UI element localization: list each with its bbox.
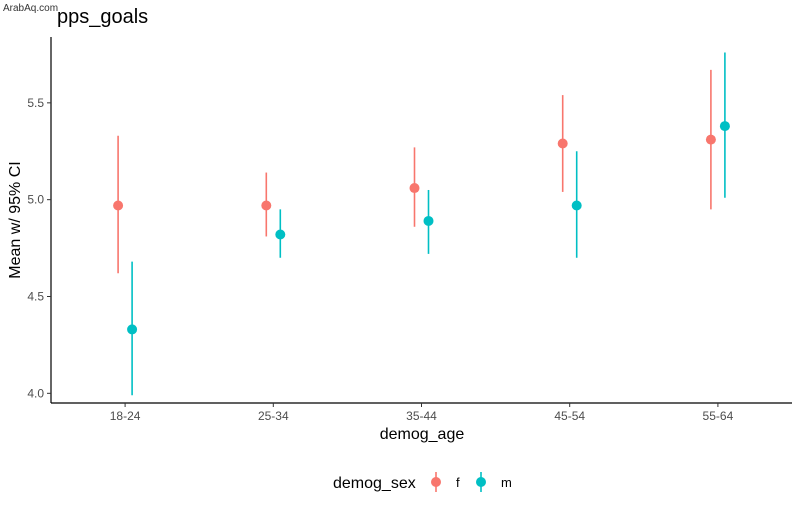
mean-point-f	[557, 138, 568, 149]
mean-point-m	[719, 121, 730, 132]
data-marks	[113, 52, 730, 396]
mean-point-m	[127, 324, 138, 335]
watermark-text: ArabAq.com	[3, 3, 58, 14]
x-tick-label: 18-24	[110, 409, 141, 423]
y-tick-label: 4.5	[27, 289, 44, 303]
legend-label-f: f	[456, 475, 460, 490]
mean-point-f	[261, 200, 272, 211]
y-tick-label: 4.0	[27, 386, 44, 400]
legend-key-point-f	[431, 477, 441, 487]
legend-key-point-m	[476, 477, 486, 487]
y-tick-label: 5.0	[27, 193, 44, 207]
x-axis-title: demog_age	[380, 426, 465, 443]
x-tick-label: 45-54	[554, 409, 585, 423]
y-ticks: 4.0 4.5 5.0 5.5	[27, 96, 51, 400]
chart-title: pps_goals	[57, 6, 148, 28]
y-tick-label: 5.5	[27, 96, 44, 110]
x-tick-label: 55-64	[703, 409, 734, 423]
mean-point-m	[275, 229, 286, 240]
mean-point-f	[113, 200, 124, 211]
plot-panel: 4.0 4.5 5.0 5.5 18-24 25-34 35-44 45-54 55-64	[27, 37, 792, 423]
x-tick-label: 25-34	[258, 409, 289, 423]
legend-title: demog_sex	[333, 475, 416, 492]
legend-label-m: m	[501, 475, 512, 490]
mean-point-m	[571, 200, 582, 211]
mean-point-m	[423, 215, 434, 226]
mean-point-f	[705, 134, 716, 145]
x-tick-label: 35-44	[406, 409, 437, 423]
mean-point-f	[409, 183, 420, 194]
x-ticks: 18-24 25-34 35-44 45-54 55-64	[110, 403, 734, 423]
y-axis-title: Mean w/ 95% CI	[7, 161, 24, 278]
